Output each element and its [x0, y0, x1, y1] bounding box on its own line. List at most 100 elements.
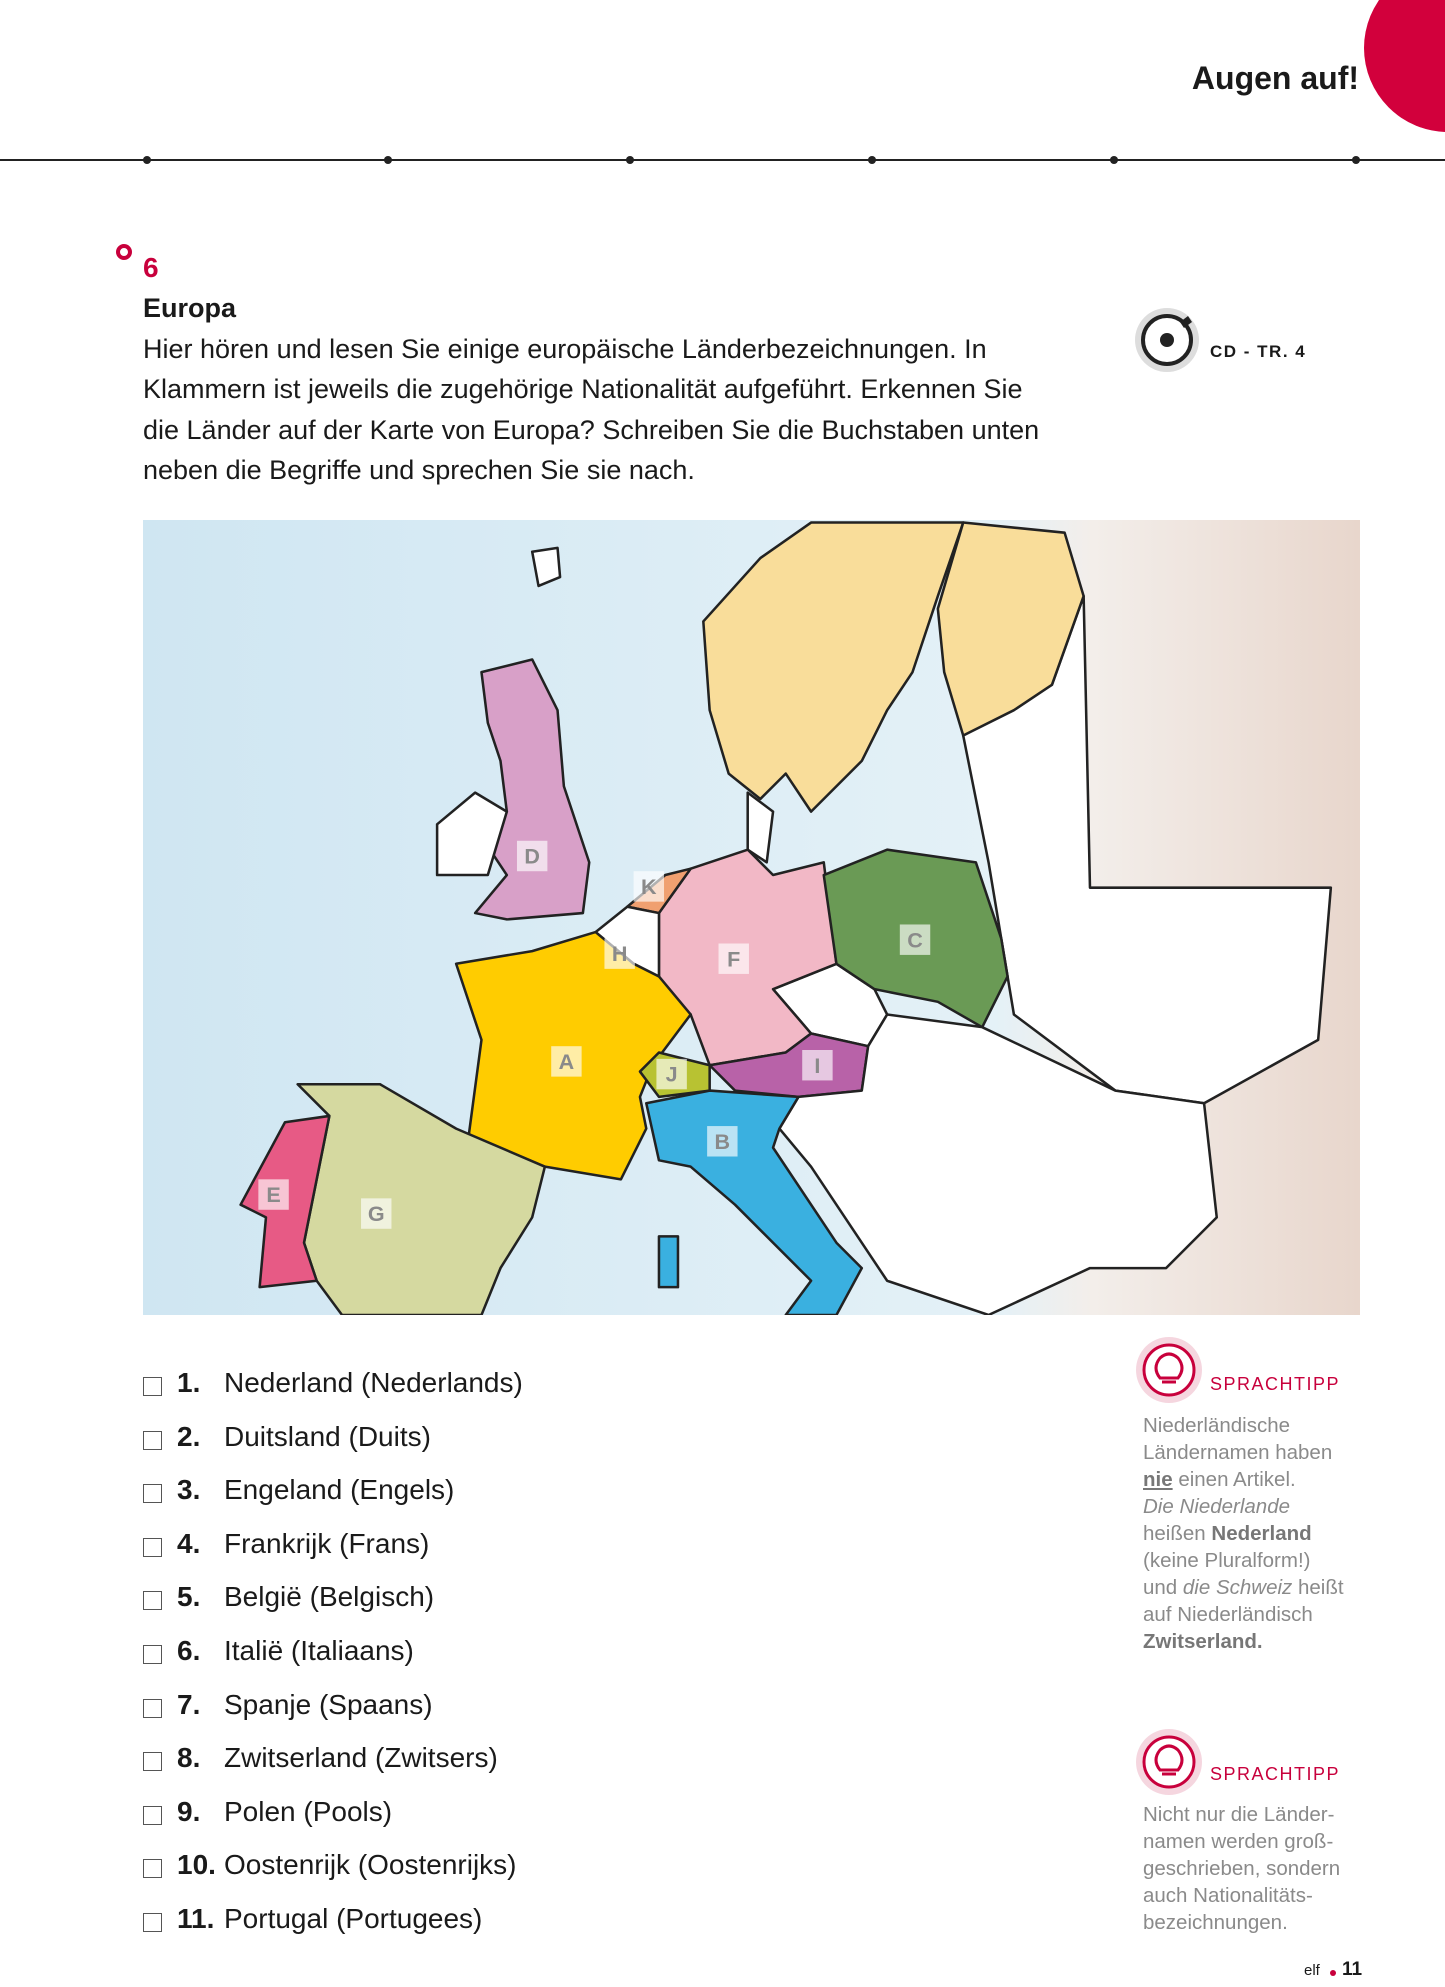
tip-line: namen werden groß-: [1143, 1830, 1333, 1854]
tip-line: auf Niederländisch: [1143, 1603, 1313, 1627]
tip-text: (keine Pluralform!): [1143, 1549, 1311, 1572]
tip-text: Die Niederlande: [1143, 1495, 1291, 1518]
checkbox[interactable]: [143, 1591, 162, 1611]
item-number: 1.: [177, 1367, 201, 1398]
item-text: Zwitserland (Zwitsers): [224, 1742, 498, 1774]
item-number: 5.: [177, 1581, 201, 1613]
list-item: 10. Oostenrijk (Oostenrijks): [143, 1849, 843, 1889]
label-box: [551, 1046, 582, 1077]
instruction-line: Klammern ist jeweils die zugehörige Nati…: [143, 374, 1023, 404]
item-text: Portugal (Portugees): [224, 1903, 483, 1934]
item-text: Italië (Italiaans): [224, 1635, 414, 1666]
tip-line: und die Schweiz heißt: [1143, 1576, 1344, 1600]
list-item: 11. Portugal (Portugees): [143, 1903, 843, 1943]
instruction-line: neben die Begriffe und sprechen Sie sie …: [143, 455, 695, 485]
list-item: 8. Zwitserland (Zwitsers): [143, 1742, 843, 1782]
item-number: 10.: [177, 1849, 216, 1881]
tip-text: Nicht nur die Länder-: [1143, 1803, 1335, 1826]
map-label: K: [641, 874, 657, 899]
checkbox[interactable]: [143, 1859, 162, 1879]
cd-icon: [1135, 308, 1199, 372]
map-label: F: [727, 946, 740, 971]
exercise-marker: [116, 244, 132, 260]
list-item: 5. België (Belgisch): [143, 1581, 843, 1621]
map-label: I: [814, 1053, 820, 1078]
label-box: [656, 1058, 687, 1090]
label-box: [258, 1179, 289, 1210]
map-label: G: [368, 1201, 385, 1226]
tip-text: auch Nationalitäts-: [1143, 1884, 1313, 1907]
label-box: [604, 938, 635, 969]
item-text: Polen (Pools): [224, 1795, 393, 1827]
footer-book: elf: [1304, 1962, 1320, 1979]
europe-map: A B C D E F G H I J K: [143, 520, 1360, 1315]
item-number: 4.: [177, 1527, 201, 1559]
page-title: Augen auf!: [1191, 60, 1359, 96]
tip-text: namen werden groß-: [1143, 1830, 1334, 1853]
tip-line: auch Nationalitäts-: [1143, 1884, 1313, 1908]
map-labels: A B C D E F G H I J K: [258, 840, 931, 1229]
item-number: 3.: [177, 1474, 201, 1506]
checkbox[interactable]: [143, 1913, 162, 1932]
tip-label: SPRACHTIPP: [1210, 1374, 1341, 1394]
tip-line: Die Niederlande: [1143, 1495, 1290, 1519]
list-item: 7. Spanje (Spaans): [143, 1689, 843, 1729]
tip-icon: [1136, 1337, 1202, 1403]
exercise-number: 6: [143, 252, 159, 283]
list-item: 6. Italië (Italiaans): [143, 1635, 843, 1675]
item-number: 8.: [177, 1742, 201, 1774]
rule-dots: [143, 156, 1360, 164]
item-text: Frankrijk (Frans): [224, 1527, 430, 1559]
tip-text: heißen: [1143, 1522, 1212, 1545]
checkbox[interactable]: [143, 1805, 162, 1825]
map-label: E: [266, 1182, 280, 1207]
instruction-line: die Länder auf der Karte von Europa? Sch…: [143, 415, 1040, 445]
checkbox[interactable]: [143, 1752, 162, 1772]
item-text: Duitsland (Duits): [224, 1420, 431, 1452]
tip-text: Niederländische: [1143, 1414, 1291, 1437]
checkbox[interactable]: [143, 1377, 162, 1396]
checkbox[interactable]: [143, 1537, 162, 1557]
tip-text: Zwitserland.: [1143, 1630, 1263, 1653]
tip-text: und: [1143, 1576, 1183, 1599]
tip-text: nie: [1143, 1468, 1173, 1491]
list-item: 9. Polen (Pools): [143, 1796, 843, 1836]
map-label: C: [907, 927, 923, 952]
tip-text: einen Artikel.: [1172, 1468, 1296, 1491]
tip-text: die Schweiz: [1182, 1576, 1293, 1599]
tip-line: Nicht nur die Länder-: [1143, 1803, 1334, 1827]
item-number: 6.: [177, 1635, 201, 1666]
checkbox[interactable]: [143, 1430, 162, 1450]
map-label: H: [612, 941, 628, 966]
map-label: B: [715, 1129, 731, 1154]
item-number: 7.: [177, 1688, 201, 1720]
corner-circle: [1364, 0, 1445, 132]
list-item: 2. Duitsland (Duits): [143, 1421, 843, 1461]
checkbox[interactable]: [143, 1698, 162, 1718]
tip-text: auf Niederländisch: [1143, 1603, 1313, 1626]
tip-label: SPRACHTIPP: [1210, 1764, 1341, 1784]
item-text: Engeland (Engels): [224, 1474, 455, 1506]
tip-line: bezeichnungen.: [1143, 1911, 1288, 1935]
instruction-line: Hier hören und lesen Sie einige europäis…: [143, 334, 987, 364]
label-box: [707, 1126, 738, 1157]
item-text: België (Belgisch): [224, 1581, 435, 1613]
map-label: D: [524, 844, 540, 869]
tip-text: Ländernamen haben: [1143, 1441, 1333, 1464]
countries: [239, 521, 1333, 1315]
checkbox[interactable]: [143, 1645, 162, 1664]
map-label: J: [666, 1062, 678, 1087]
checkbox[interactable]: [143, 1484, 162, 1504]
tip-line: (keine Pluralform!): [1143, 1549, 1310, 1573]
page-number: 11: [1342, 1959, 1363, 1980]
exercise-title: Europa: [143, 293, 237, 323]
label-box: [899, 924, 931, 955]
tip-icon: [1136, 1729, 1202, 1795]
list-item: 4. Frankrijk (Frans): [143, 1528, 843, 1568]
tip-line: geschrieben, sondern: [1143, 1857, 1340, 1881]
label-box: [516, 840, 548, 872]
map-label: A: [559, 1049, 575, 1074]
tip-text: Nederland: [1211, 1522, 1312, 1545]
